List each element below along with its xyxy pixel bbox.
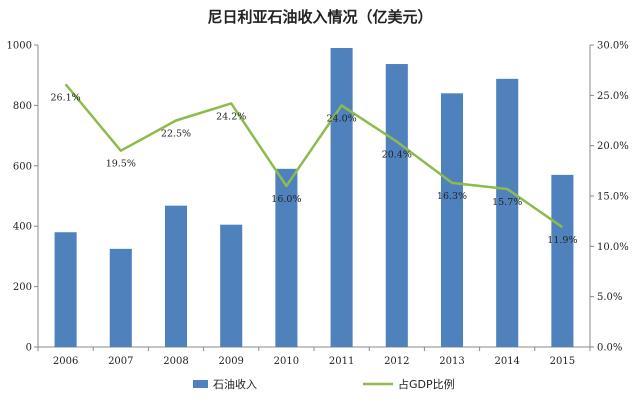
chart-title: 尼日利亚石油收入情况（亿美元） — [207, 8, 432, 26]
y-left-tick-label: 1000 — [7, 41, 32, 52]
x-tick-label: 2008 — [163, 356, 188, 367]
bar — [440, 93, 464, 347]
y-left-tick-label: 600 — [13, 161, 32, 172]
point-label: 11.9% — [547, 235, 577, 246]
bar — [109, 248, 132, 347]
x-tick-label: 2006 — [53, 356, 78, 367]
legend-swatch-revenue — [193, 380, 208, 388]
point-label: 19.5% — [106, 159, 136, 170]
y-right-tick-label: 25.0% — [597, 91, 629, 102]
bar — [330, 48, 353, 348]
bar — [54, 232, 77, 347]
x-tick-label: 2009 — [218, 356, 243, 367]
point-label: 16.3% — [437, 191, 467, 202]
line-series — [64, 83, 564, 229]
point-label: 15.7% — [492, 197, 522, 208]
x-tick-label: 2013 — [439, 356, 464, 367]
point-label: 24.0% — [327, 113, 357, 124]
bar — [164, 205, 188, 347]
y-right-tick-label: 30.0% — [597, 41, 629, 52]
bar — [385, 64, 408, 347]
x-tick-label: 2010 — [274, 356, 299, 367]
y-left-tick-label: 200 — [13, 282, 32, 293]
y-left-tick-label: 0 — [26, 343, 32, 354]
bar — [220, 224, 243, 347]
point-label: 26.1% — [51, 92, 81, 103]
legend: 石油收入 占GDP比例 — [193, 377, 455, 391]
bar — [275, 168, 298, 347]
data-labels: 26.1% 19.5% 22.5% 24.2% 16.0% 24.0% 20.4% 16.3%… — [51, 92, 578, 246]
x-tick-label: 2012 — [384, 356, 409, 367]
bar — [551, 174, 574, 347]
legend-label-revenue: 石油收入 — [213, 377, 257, 391]
x-tick-label: 2014 — [494, 356, 519, 367]
axes: 0 200 400 600 800 1000 0.0% 5.0% 10.0% 15.0% 20.0%… — [7, 41, 629, 368]
point-label: 24.2% — [216, 111, 246, 122]
y-left-tick-label: 400 — [13, 222, 32, 233]
y-right-tick-label: 0.0% — [597, 343, 622, 354]
legend-label-gdp-ratio: 占GDP比例 — [398, 377, 455, 391]
y-right-tick-label: 15.0% — [597, 192, 629, 203]
point-label: 22.5% — [161, 129, 191, 140]
point-label: 16.0% — [271, 194, 301, 205]
y-right-tick-label: 10.0% — [597, 242, 629, 253]
bar — [496, 78, 519, 347]
bar-series — [54, 48, 574, 348]
y-right-tick-label: 5.0% — [597, 292, 622, 303]
x-tick-label: 2011 — [329, 356, 354, 367]
gdp-ratio-line — [64, 83, 564, 229]
x-tick-label: 2007 — [108, 356, 133, 367]
y-right-tick-label: 20.0% — [597, 141, 629, 152]
x-tick-label: 2015 — [550, 356, 575, 367]
point-label: 20.4% — [382, 150, 412, 161]
y-left-tick-label: 800 — [13, 101, 32, 112]
